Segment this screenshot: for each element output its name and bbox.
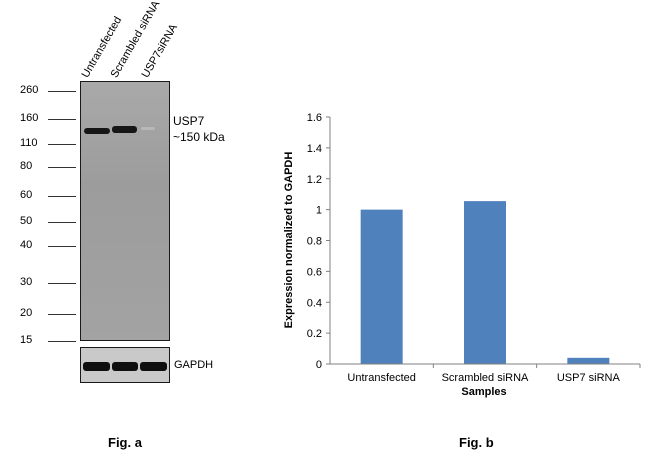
bar-scrambled-sirna <box>464 201 506 364</box>
y-tick-label: 1.2 <box>307 174 322 186</box>
mw-marker-label: 110 <box>20 137 38 149</box>
y-tick-label: 0 <box>316 359 322 371</box>
y-tick-label: 1.6 <box>307 112 322 124</box>
mw-marker-tick <box>48 167 76 168</box>
y-tick-label: 1 <box>316 205 322 217</box>
y-axis-label: Expression normalized to GAPDH <box>283 152 295 329</box>
x-tick-label: USP7 siRNA <box>557 372 621 384</box>
y-tick-label: 1.4 <box>307 143 322 155</box>
figure-a-caption: Fig. a <box>108 435 142 450</box>
mw-marker-tick <box>48 283 76 284</box>
usp7-band-untransfected <box>84 128 110 134</box>
gapdh-blot-image <box>80 347 170 383</box>
main-blot-image <box>80 81 170 341</box>
y-tick-label: 0.4 <box>307 297 322 309</box>
figure-b-caption: Fig. b <box>459 435 494 450</box>
mw-marker-tick <box>48 314 76 315</box>
mw-marker-label: 160 <box>20 112 39 124</box>
loading-control-label: GAPDH <box>174 359 214 371</box>
target-label: USP7 <box>173 114 205 128</box>
mw-marker-tick <box>48 222 76 223</box>
y-tick-label: 0.2 <box>307 328 322 340</box>
mw-marker-label: 80 <box>20 160 33 172</box>
bar-usp7-sirna <box>567 357 610 364</box>
x-tick-label: Scrambled siRNA <box>442 372 529 384</box>
mw-marker-tick <box>48 341 76 342</box>
bar-untransfected <box>360 209 403 364</box>
mw-marker-tick <box>48 246 76 247</box>
mw-marker-label: 60 <box>20 189 33 201</box>
y-tick-label: 0.8 <box>307 236 322 248</box>
mw-marker-label: 15 <box>20 334 33 346</box>
mw-marker-label: 50 <box>20 215 33 227</box>
x-axis-ticks: Untransfected Scrambled siRNA USP7 siRNA <box>347 364 641 384</box>
target-size-label: ~150 kDa <box>173 130 225 144</box>
mw-marker-tick <box>48 119 76 120</box>
bar-series <box>360 201 610 364</box>
mw-marker-tick <box>48 196 76 197</box>
mw-marker-label: 40 <box>20 239 33 251</box>
usp7-band-usp7-sirna <box>141 127 155 130</box>
mw-marker-label: 20 <box>20 307 33 319</box>
y-tick-label: 0.6 <box>307 266 322 278</box>
y-axis-ticks: 0 0.2 0.4 0.6 0.8 1 1.2 1.4 1.6 <box>307 112 330 371</box>
mw-marker-label: 30 <box>20 276 33 288</box>
gapdh-band-scrambled-sirna <box>112 362 138 371</box>
gapdh-band-untransfected <box>83 362 110 371</box>
gapdh-band-usp7-sirna <box>140 362 167 371</box>
x-tick-label: Untransfected <box>347 372 415 384</box>
mw-marker-label: 260 <box>20 84 39 96</box>
x-axis-label: Samples <box>461 386 506 398</box>
mw-marker-tick <box>48 144 76 145</box>
mw-marker-tick <box>48 91 76 92</box>
usp7-band-scrambled-sirna <box>112 126 137 133</box>
